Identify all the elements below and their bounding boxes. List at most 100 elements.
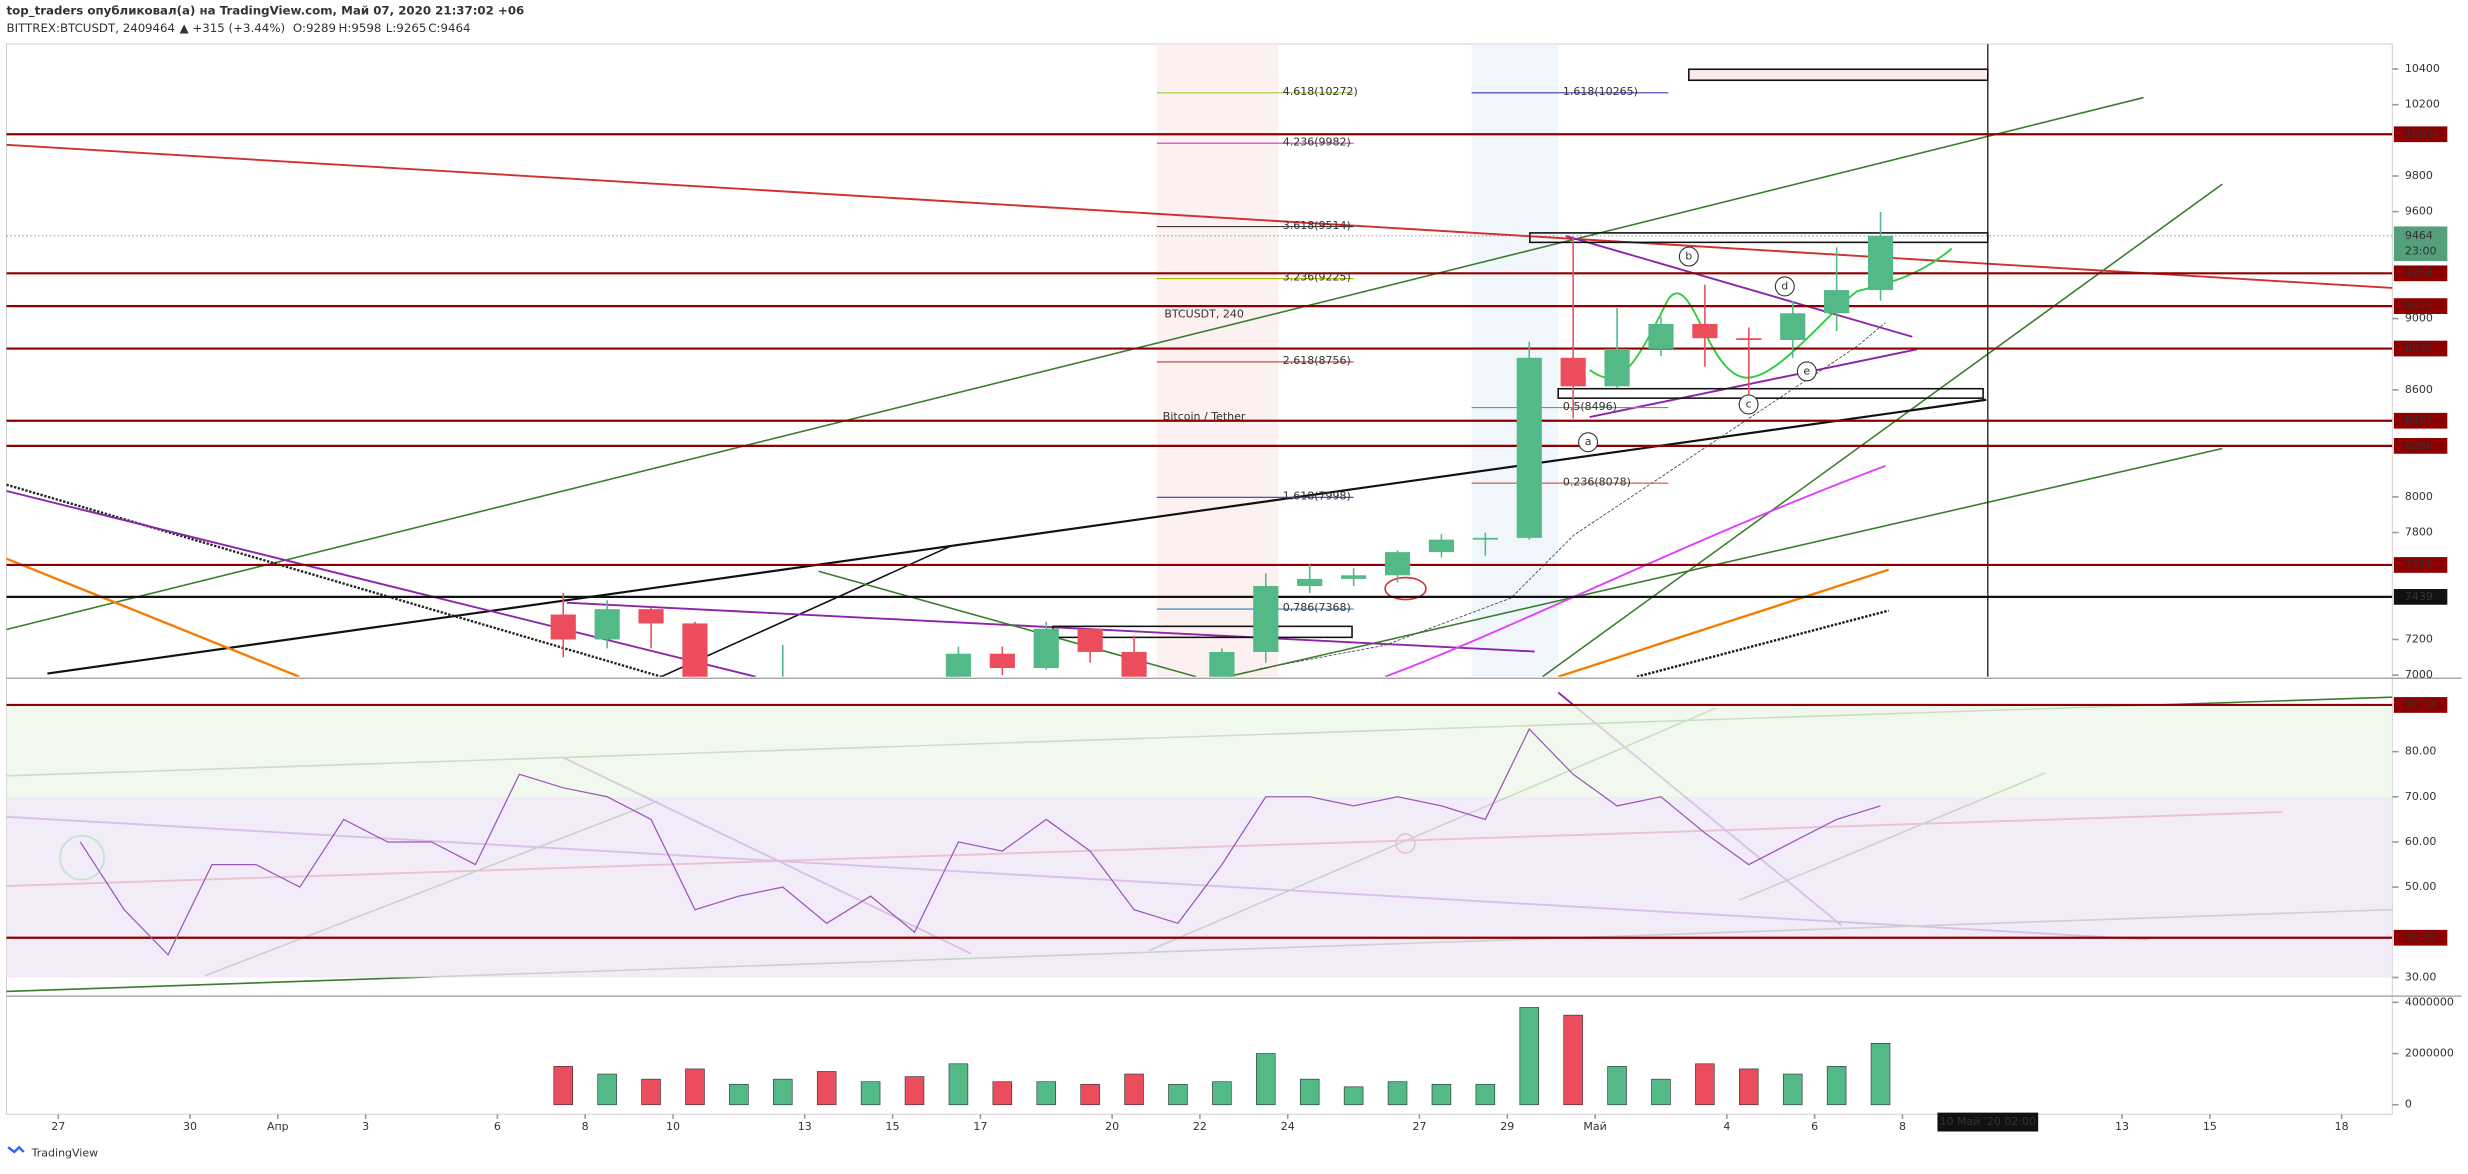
volume-bar (641, 1078, 661, 1106)
level-tag (2393, 557, 2448, 573)
trendline (1227, 447, 2223, 677)
volume-bar (1870, 1042, 1891, 1106)
volume-bar (1782, 1073, 1803, 1106)
y-tick-label: 80.00 (2405, 745, 2437, 758)
fib-label: 3.236(9225) (1283, 271, 1351, 284)
level-tag (2393, 298, 2448, 314)
level-tag (2393, 265, 2448, 282)
volume-bar (992, 1081, 1013, 1106)
price-marks: 4.618(10272) 1.618(10265) 4.236(9982) 3.618… (6, 85, 2393, 677)
fib-label: 4.236(9982) (1283, 135, 1351, 148)
volume-bar (1036, 1081, 1057, 1106)
x-tick-label: 10 (666, 1120, 680, 1133)
wave-label: d (1781, 279, 1788, 292)
trendline (1589, 348, 1918, 418)
volume-bar (685, 1068, 705, 1106)
x-tick-label: 3 (362, 1120, 369, 1133)
x-tick-label: 8 (1899, 1120, 1906, 1133)
fib-label: 1.618(10265) (1563, 85, 1638, 98)
level-tag (2393, 438, 2448, 454)
candle-body (1648, 323, 1674, 349)
trendline (1636, 609, 1889, 677)
volume-bar (597, 1073, 617, 1106)
x-tick-label: 15 (886, 1120, 900, 1133)
last-price-tag (2393, 226, 2448, 262)
candle-body (1341, 575, 1367, 579)
fib-label: 1.618(7998) (1283, 490, 1351, 503)
volume-bar (1168, 1083, 1188, 1106)
countdown: 23:00 (2405, 245, 2437, 258)
y-tick-label: 30.00 (2405, 970, 2437, 983)
x-tick-label: 17 (973, 1120, 987, 1133)
y-tick-label: 9600 (2405, 205, 2433, 218)
low: L:9265 (386, 21, 427, 35)
y-tick-label: 9000 (2405, 312, 2433, 325)
candle-body (1253, 585, 1279, 652)
level-tag (2393, 412, 2448, 429)
rsi-band (6, 796, 2393, 978)
header-quote: BITTREX:BTCUSDT, 240 9464 ▲ +315 (+3.44%… (6, 21, 470, 35)
trendline (6, 557, 300, 677)
change: ▲ +315 (+3.44%) (180, 21, 286, 35)
crosshair-tag (1937, 1112, 2039, 1132)
fib-label: 0.5(8496) (1563, 400, 1617, 413)
price: 9464 (145, 21, 175, 35)
wave-marker (1678, 246, 1699, 267)
x-tick-label: Апр (267, 1120, 289, 1133)
candle-body (1297, 578, 1323, 586)
volume-bar (773, 1078, 793, 1106)
candle-body (1780, 313, 1806, 340)
volume-bar (1299, 1078, 1320, 1106)
y-tick-label: 7000 (2405, 668, 2433, 681)
volume-bar (1256, 1053, 1276, 1106)
level-tag (2393, 697, 2448, 713)
y-tick-label: 2000000 (2405, 1047, 2454, 1060)
y-tick-label: 7800 (2405, 526, 2433, 539)
y-tick-label: 10200 (2405, 98, 2440, 111)
zone (1156, 44, 1279, 677)
candle-body (1384, 552, 1411, 576)
wave-marker (1774, 276, 1795, 297)
volume-bar (1124, 1073, 1144, 1106)
trendline (1541, 183, 2223, 677)
zone-box (1688, 68, 1989, 82)
fib-label: 0.236(8078) (1563, 475, 1631, 488)
level-label: 8427 (2405, 414, 2433, 427)
trendline (6, 490, 756, 677)
wave-label: e (1803, 364, 1810, 377)
x-tick-label: 6 (494, 1120, 501, 1133)
volume-bar (1343, 1086, 1364, 1106)
volume-bar (1607, 1066, 1627, 1106)
trendline (566, 601, 1535, 653)
x-tick-label: 13 (2115, 1120, 2129, 1133)
candle-body (1209, 651, 1235, 677)
level-label: 8832 (2405, 342, 2433, 355)
candle-body (1033, 628, 1059, 668)
candle-body (989, 653, 1015, 668)
x-tick-label: 15 (2203, 1120, 2217, 1133)
x-tick-label: 30 (183, 1120, 197, 1133)
level-label: 38.79 (2405, 931, 2437, 944)
volume-bar (1695, 1063, 1715, 1106)
volume-bar (948, 1063, 969, 1106)
volume-bar (904, 1076, 925, 1106)
candle-body (638, 609, 664, 624)
wave-marker (1796, 361, 1817, 382)
highlight (1384, 576, 1427, 601)
wave-marker (1578, 432, 1599, 453)
candle-body (1428, 539, 1455, 553)
volume-bar (1519, 1007, 1540, 1106)
level-tag (2393, 929, 2448, 946)
trendline (1565, 235, 1913, 338)
candle-body (1560, 357, 1586, 387)
wave-marker (1738, 394, 1759, 415)
level-label: 90.34 (2405, 698, 2437, 711)
x-tick-label: 27 (51, 1120, 65, 1133)
candle-body (1077, 628, 1103, 652)
candle-body (1692, 323, 1718, 339)
volume-bar (1475, 1083, 1496, 1106)
level-label: 7618 (2405, 558, 2433, 571)
level-tag (2393, 126, 2448, 143)
candle-body (1736, 338, 1762, 340)
y-tick-label: 4000000 (2405, 995, 2454, 1008)
